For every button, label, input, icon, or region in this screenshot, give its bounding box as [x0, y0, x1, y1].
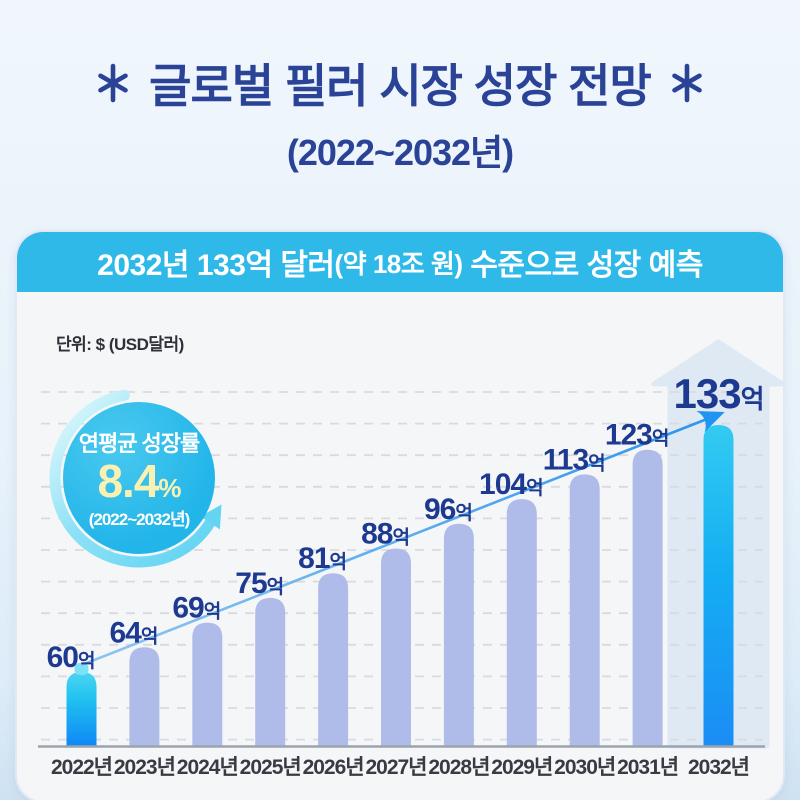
unit-label: 단위: $ (USD달러)	[56, 335, 184, 354]
x-label-2022년: 2022년	[51, 756, 112, 779]
chart-card: 2032년 133억 달러 (약 18조 원) 수준으로 성장 예측 단위: $ …	[15, 230, 785, 800]
cagr-label: 연평균 성장률	[78, 431, 201, 457]
value-label-2032년: 133억	[674, 370, 764, 417]
bar-2027년	[381, 548, 411, 746]
value-label-2029년: 104억	[479, 468, 543, 501]
value-label-2023년: 64억	[109, 616, 157, 649]
x-label-2026년: 2026년	[303, 756, 364, 779]
headline-text-paren: (약 18조 원)	[334, 248, 463, 279]
bar-2029년	[506, 499, 537, 746]
bar-2031년	[632, 449, 663, 746]
value-label-2025년: 75억	[235, 567, 283, 600]
x-label-2029년: 2029년	[491, 756, 552, 779]
x-label-2024년: 2024년	[177, 756, 238, 779]
bar-2032년	[703, 425, 734, 746]
page-title: 글로벌 필러 시장 성장 전망	[149, 60, 652, 112]
value-label-2022년: 60억	[47, 641, 95, 674]
headline-text-post: 수준으로 성장 예측	[462, 249, 703, 282]
x-label-2030년: 2030년	[554, 756, 615, 779]
bar-2028년	[443, 523, 474, 746]
bar-2024년	[192, 622, 223, 746]
bar-2022년	[66, 672, 97, 746]
x-label-2032년: 2032년	[688, 756, 749, 779]
circular-arrow-icon	[49, 389, 222, 568]
trend-line	[81, 410, 725, 667]
x-label-2028년: 2028년	[428, 756, 489, 779]
value-label-2030년: 113억	[543, 443, 605, 476]
value-label-2024년: 69억	[172, 592, 220, 625]
trend-start-knob	[74, 663, 89, 675]
sparkle-icon-right	[672, 63, 702, 103]
x-label-2031년: 2031년	[617, 756, 678, 779]
x-label-2027년: 2027년	[365, 756, 426, 779]
bar-2023년	[129, 647, 160, 746]
cagr-period: (2022~2032년)	[88, 509, 191, 529]
headline-text-pre: 2032년 133억 달러	[97, 249, 335, 282]
value-label-2026년: 81억	[298, 542, 346, 575]
bar-2025년	[255, 597, 286, 746]
bar-2030년	[569, 474, 600, 746]
cagr-badge-disc: 연평균 성장률 8.4% (2022~2032년)	[63, 402, 215, 554]
cagr-value: 8.4%	[97, 455, 181, 508]
x-label-2023년: 2023년	[114, 756, 175, 779]
x-label-2025년: 2025년	[240, 756, 301, 779]
cagr-badge: 연평균 성장률 8.4% (2022~2032년)	[49, 389, 222, 568]
sparkle-icon-left	[98, 63, 128, 103]
value-label-2031년: 123억	[605, 419, 669, 452]
value-label-2028년: 96억	[424, 493, 472, 526]
page-subtitle: (2022~2032년)	[286, 132, 514, 173]
value-label-2027년: 88억	[361, 518, 409, 551]
page-header: 글로벌 필러 시장 성장 전망	[0, 50, 800, 116]
headline-banner: 2032년 133억 달러 (약 18조 원) 수준으로 성장 예측	[17, 232, 783, 292]
bar-2026년	[318, 573, 349, 746]
